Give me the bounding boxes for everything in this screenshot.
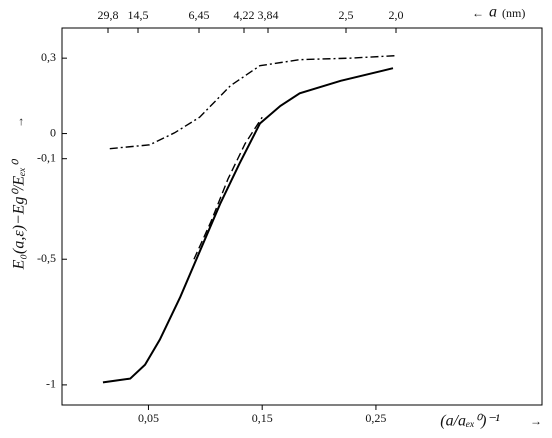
line-series [109, 54, 397, 150]
y-axis-label: E₀(a,ε)−Eg⁰/Eₑₓ⁰ [11, 158, 28, 270]
y-tick-label: 0,3 [41, 50, 56, 64]
top-tick-label: 2,0 [389, 8, 404, 22]
top-tick-label: 29,8 [98, 8, 119, 22]
top-axis-label: a [489, 4, 497, 21]
y-tick-label: -0,5 [37, 251, 56, 265]
arrow-right: → [530, 414, 542, 428]
top-tick-label: 14,5 [128, 8, 149, 22]
x-axis-label: (a/aₑₓ⁰)⁻¹ [440, 413, 500, 430]
y-tick-label: -0,1 [37, 150, 56, 164]
y-tick-label: -1 [46, 377, 56, 391]
x-tick-label: 0,25 [365, 411, 386, 425]
arrow-left: ← [472, 6, 484, 20]
y-tick-label: 0 [50, 125, 56, 139]
x-tick-label: 0,05 [138, 411, 159, 425]
plot-frame [61, 27, 543, 406]
top-tick-label: 6,45 [189, 8, 210, 22]
top-tick-label: 2,5 [339, 8, 354, 22]
top-tick-label: 4,22 [234, 8, 255, 22]
top-axis-unit: (nm) [502, 6, 525, 20]
x-tick-label: 0,15 [252, 411, 273, 425]
arrow-up: → [12, 116, 26, 128]
line-series [193, 116, 263, 260]
line-series [102, 67, 394, 384]
top-tick-label: 3,84 [258, 8, 279, 22]
